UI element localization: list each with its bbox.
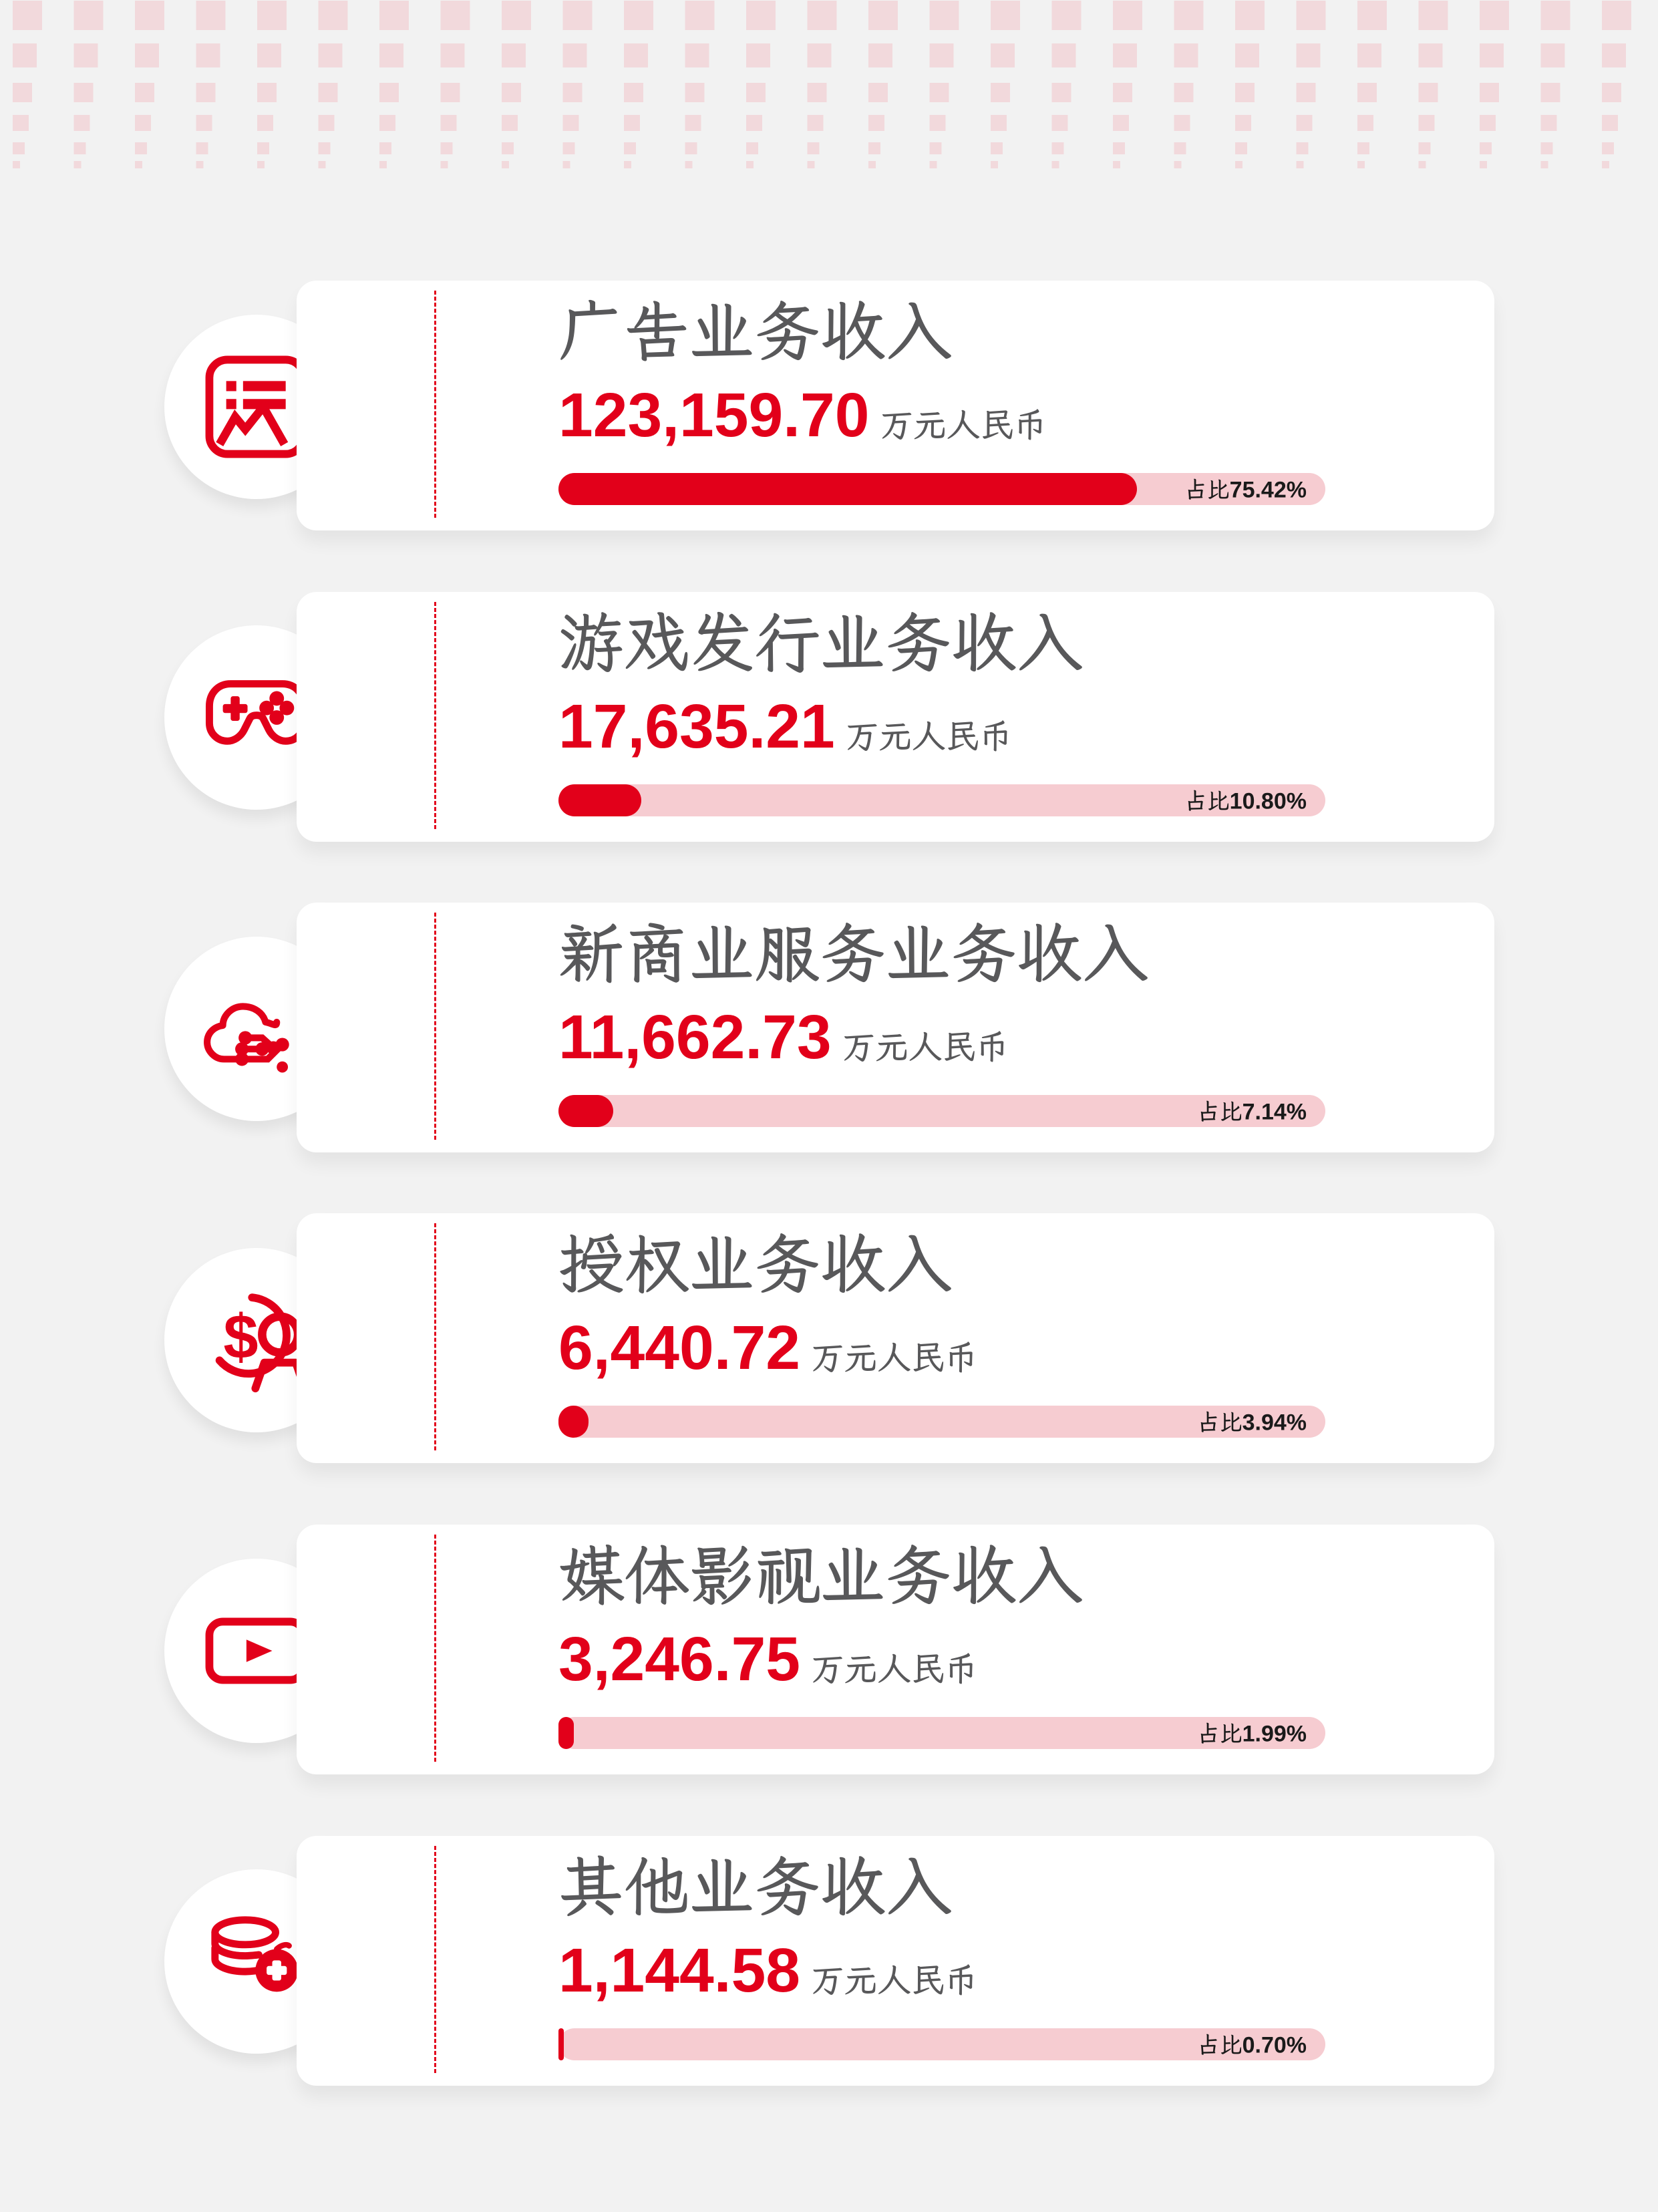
svg-text:$: $: [223, 1301, 258, 1372]
